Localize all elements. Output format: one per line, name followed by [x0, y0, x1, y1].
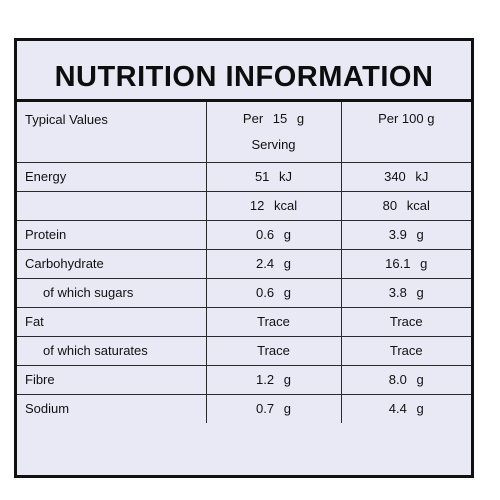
table-row-energy-kcal: 12 kcal 80 kcal [17, 190, 471, 221]
row-label: Protein [17, 219, 207, 250]
row-per100-value: Trace [340, 306, 471, 337]
row-serving-value: 0.6 g [205, 219, 342, 250]
header-per-serving-amount: Per 15 g [242, 111, 305, 126]
row-serving-value: 0.6 g [205, 277, 342, 308]
row-label: Carbohydrate [17, 248, 207, 279]
title-divider [17, 99, 471, 102]
header-typical-values: Typical Values [17, 102, 207, 163]
table-row-energy-kj: Energy 51 kJ 340 kJ [17, 161, 471, 191]
row-serving-value: 51 kJ [205, 161, 342, 191]
table-header-row: Typical Values Per 15 g Serving Per 100 … [17, 102, 471, 163]
header-per-100g: Per 100 g [340, 102, 471, 163]
table-row-saturates: of which saturates Trace Trace [17, 335, 471, 366]
header-per-serving-unit: Serving [251, 137, 296, 152]
row-label: Energy [17, 161, 207, 191]
nutrition-label: NUTRITION INFORMATION Typical Values Per… [14, 38, 474, 478]
row-serving-value: 12 kcal [205, 190, 342, 221]
row-label: of which sugars [17, 277, 207, 308]
row-per100-value: 3.8 g [340, 277, 471, 308]
nutrition-table: Typical Values Per 15 g Serving Per 100 … [17, 102, 471, 423]
row-serving-value: Trace [205, 335, 342, 366]
row-per100-value: 80 kcal [340, 190, 471, 221]
table-row-sodium: Sodium 0.7 g 4.4 g [17, 393, 471, 423]
row-label [17, 190, 207, 221]
row-per100-value: 16.1 g [340, 248, 471, 279]
header-per-100g-label: Per 100 g [378, 111, 435, 126]
table-row-protein: Protein 0.6 g 3.9 g [17, 219, 471, 250]
row-per100-value: Trace [340, 335, 471, 366]
row-serving-value: Trace [205, 306, 342, 337]
row-per100-value: 8.0 g [340, 364, 471, 395]
row-serving-value: 1.2 g [205, 364, 342, 395]
table-row-carbohydrate: Carbohydrate 2.4 g 16.1 g [17, 248, 471, 279]
row-label: Sodium [17, 393, 207, 423]
nutrition-title: NUTRITION INFORMATION [54, 61, 434, 93]
row-label: Fat [17, 306, 207, 337]
row-per100-value: 3.9 g [340, 219, 471, 250]
row-per100-value: 4.4 g [340, 393, 471, 423]
row-serving-value: 0.7 g [205, 393, 342, 423]
table-row-fat: Fat Trace Trace [17, 306, 471, 337]
header-per-serving: Per 15 g Serving [205, 102, 342, 163]
row-per100-value: 340 kJ [340, 161, 471, 191]
row-label: Fibre [17, 364, 207, 395]
row-label: of which saturates [17, 335, 207, 366]
table-row-fibre: Fibre 1.2 g 8.0 g [17, 364, 471, 395]
table-row-sugars: of which sugars 0.6 g 3.8 g [17, 277, 471, 308]
row-serving-value: 2.4 g [205, 248, 342, 279]
